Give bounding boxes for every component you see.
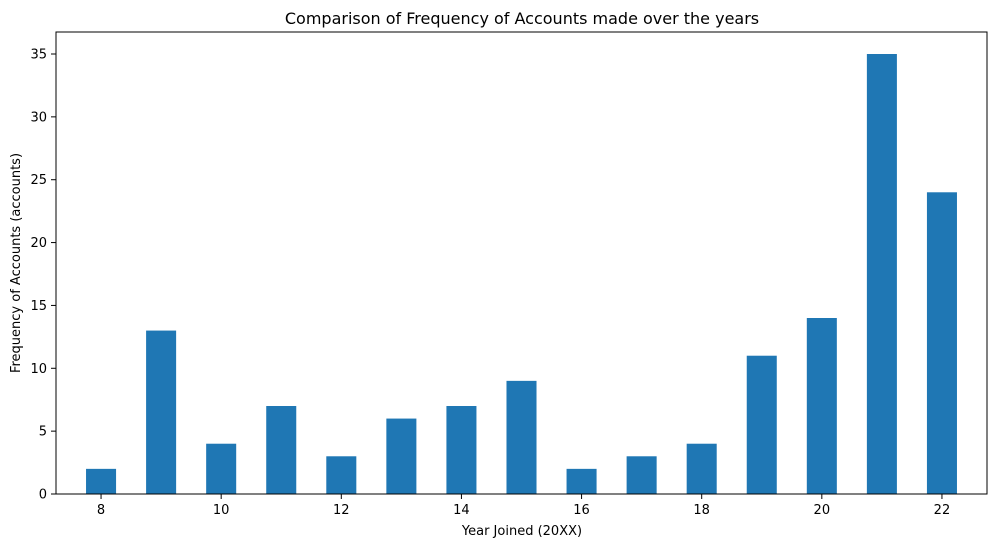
y-tick-label-20: 20 <box>30 236 47 251</box>
y-tick-label-35: 35 <box>30 48 47 63</box>
x-tick-label-18: 18 <box>693 503 710 518</box>
bar-11 <box>266 406 297 494</box>
plot-frame <box>55 31 988 495</box>
bar-18 <box>686 443 717 494</box>
y-tick-label-25: 25 <box>30 173 47 188</box>
y-tick-label-0: 0 <box>39 488 47 503</box>
bar-9 <box>146 330 177 494</box>
bar-22 <box>926 192 957 495</box>
y-tick-label-15: 15 <box>30 299 47 314</box>
y-axis-label: Frequency of Accounts (accounts) <box>9 153 24 373</box>
x-tick-label-16: 16 <box>573 503 590 518</box>
bar-21 <box>866 54 897 494</box>
bar-16 <box>566 468 597 494</box>
bar-20 <box>806 318 837 494</box>
bars-group <box>86 54 957 495</box>
bar-12 <box>326 456 357 494</box>
bar-13 <box>386 418 417 494</box>
y-tick-label-10: 10 <box>30 362 47 377</box>
y-tick-label-30: 30 <box>30 110 47 125</box>
bar-10 <box>206 443 237 494</box>
chart-title: Comparison of Frequency of Accounts made… <box>285 9 759 28</box>
bar-14 <box>446 406 477 494</box>
x-tick-label-22: 22 <box>934 503 951 518</box>
bar-19 <box>746 355 777 494</box>
x-tick-label-14: 14 <box>453 503 470 518</box>
x-tick-label-10: 10 <box>213 503 230 518</box>
y-tick-label-5: 5 <box>39 425 47 440</box>
x-tick-label-12: 12 <box>333 503 350 518</box>
x-tick-label-20: 20 <box>814 503 831 518</box>
x-tick-label-8: 8 <box>97 503 105 518</box>
y-ticks-group: 0 5 10 15 20 25 30 35 <box>30 48 56 503</box>
x-axis-label: Year Joined (20XX) <box>461 524 582 539</box>
bar-15 <box>506 380 537 494</box>
x-ticks-group: 8 10 12 14 16 18 20 22 <box>97 494 950 518</box>
bar-17 <box>626 456 657 494</box>
bar-8 <box>86 468 117 494</box>
